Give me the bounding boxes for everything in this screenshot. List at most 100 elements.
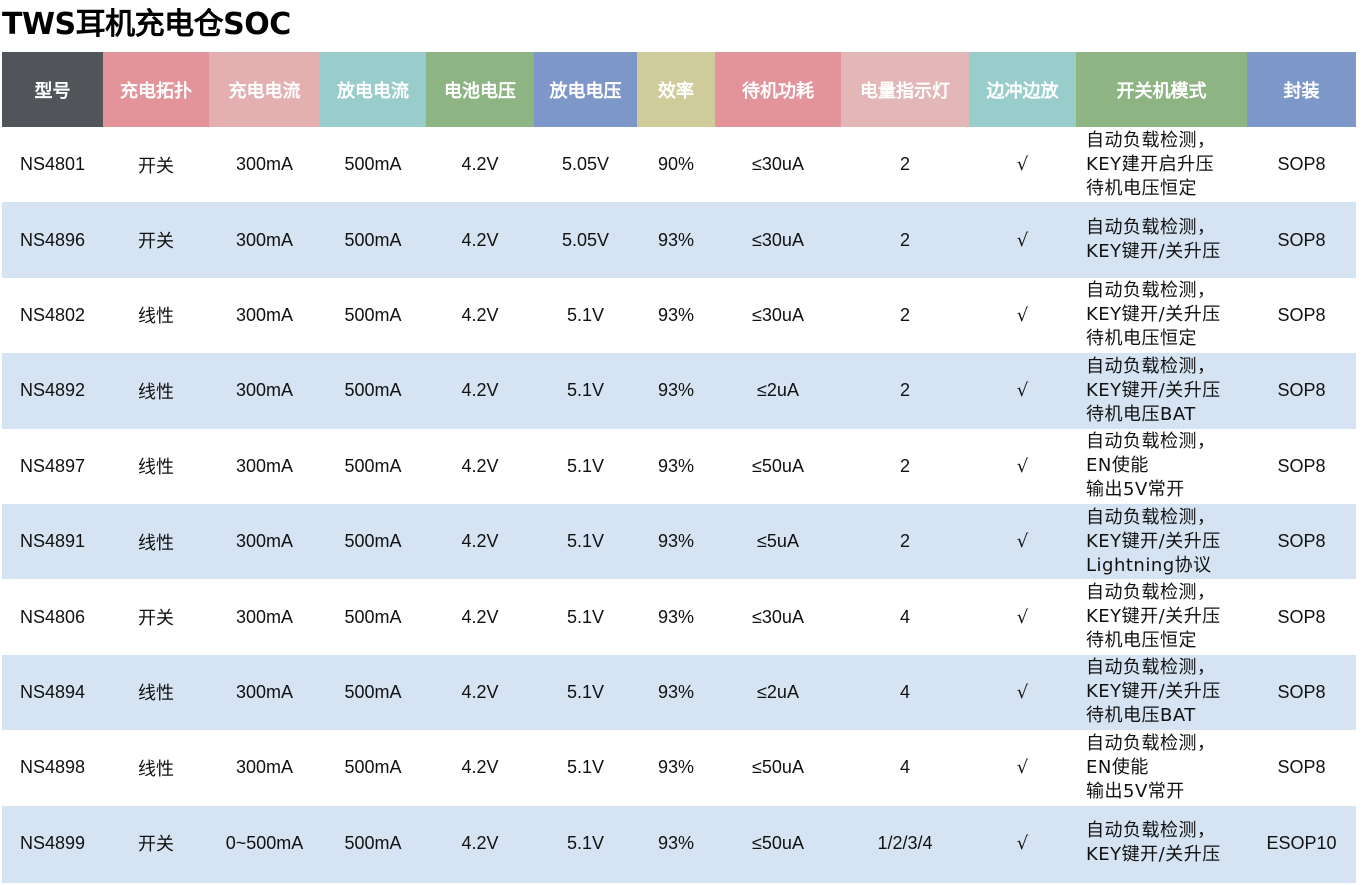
- cell-efficiency: 93%: [637, 730, 715, 806]
- cell-discharge-current: 500mA: [320, 428, 426, 504]
- cell-discharge-current: 500mA: [320, 277, 426, 354]
- cell-discharge-current: 500mA: [320, 730, 426, 806]
- cell-efficiency: 93%: [637, 353, 715, 429]
- mode-line: 自动负载检测，: [1086, 355, 1216, 377]
- mode-line: KEY键开/关升压: [1086, 681, 1221, 703]
- cell-efficiency: 93%: [637, 579, 715, 655]
- cell-battery-voltage: 4.2V: [426, 353, 534, 429]
- cell-standby: ≤30uA: [715, 277, 841, 354]
- cell-charge-current: 300mA: [209, 353, 320, 429]
- cell-model: NS4897: [2, 428, 103, 504]
- cell-charge-current: 300mA: [209, 428, 320, 504]
- cell-efficiency: 93%: [637, 428, 715, 504]
- mode-line: Lightning协议: [1086, 554, 1212, 576]
- page-title: TWS耳机充电仓SOC: [2, 7, 291, 42]
- column-header: 型号: [2, 52, 103, 127]
- cell-mode: 自动负载检测， KEY键开/关升压 待机电压BAT: [1076, 353, 1247, 429]
- cell-indicator: 4: [841, 730, 969, 806]
- cell-package: SOP8: [1247, 127, 1356, 203]
- cell-battery-voltage: 4.2V: [426, 277, 534, 354]
- cell-topology: 线性: [103, 654, 209, 731]
- column-header: 充电拓扑: [103, 52, 209, 127]
- cell-indicator: 2: [841, 277, 969, 354]
- cell-standby: ≤30uA: [715, 202, 841, 278]
- cell-charge-discharge: √: [969, 428, 1076, 504]
- cell-discharge-current: 500mA: [320, 503, 426, 580]
- column-header: 放电电压: [534, 52, 637, 127]
- mode-line: 自动负载检测，: [1086, 129, 1216, 151]
- cell-charge-discharge: √: [969, 730, 1076, 806]
- column-header: 充电电流: [209, 52, 320, 127]
- cell-package: SOP8: [1247, 277, 1356, 354]
- cell-model: NS4894: [2, 654, 103, 731]
- mode-line: KEY键开/关升压: [1086, 241, 1221, 263]
- cell-discharge-current: 500mA: [320, 353, 426, 429]
- cell-battery-voltage: 4.2V: [426, 503, 534, 580]
- cell-charge-current: 300mA: [209, 127, 320, 203]
- mode-line: 自动负载检测，: [1086, 431, 1216, 453]
- cell-package: SOP8: [1247, 654, 1356, 731]
- cell-efficiency: 93%: [637, 503, 715, 580]
- cell-indicator: 1/2/3/4: [841, 805, 969, 881]
- cell-model: NS4896: [2, 202, 103, 278]
- mode-line: 自动负载检测，: [1086, 732, 1216, 754]
- mode-line: KEY键开/关升压: [1086, 606, 1221, 628]
- cell-mode: 自动负载检测， KEY键开/关升压: [1076, 805, 1247, 881]
- cell-mode: 自动负载检测， KEY键开/关升压 Lightning协议: [1076, 503, 1247, 580]
- cell-topology: 开关: [103, 127, 209, 203]
- column-header: 封装: [1247, 52, 1356, 127]
- cell-topology: 开关: [103, 202, 209, 278]
- cell-mode: 自动负载检测， KEY键开/关升压 待机电压恒定: [1076, 579, 1247, 655]
- table-row: NS4802 线性 300mA 500mA 4.2V 5.1V 93% ≤30uA 2 √ 自动负载…: [2, 277, 1356, 354]
- cell-discharge-voltage: 5.1V: [534, 428, 637, 504]
- mode-line: 输出5V常开: [1086, 479, 1185, 501]
- cell-charge-current: 300mA: [209, 579, 320, 655]
- cell-charge-discharge: √: [969, 277, 1076, 354]
- mode-line: EN使能: [1086, 455, 1149, 477]
- cell-discharge-current: 500mA: [320, 805, 426, 881]
- cell-standby: ≤2uA: [715, 654, 841, 731]
- cell-discharge-voltage: 5.1V: [534, 579, 637, 655]
- column-header: 电量指示灯: [841, 52, 969, 127]
- cell-efficiency: 93%: [637, 654, 715, 731]
- cell-mode: 自动负载检测， KEY键开/关升压 待机电压BAT: [1076, 654, 1247, 731]
- cell-package: SOP8: [1247, 579, 1356, 655]
- cell-discharge-current: 500mA: [320, 127, 426, 203]
- cell-charge-discharge: √: [969, 654, 1076, 731]
- cell-battery-voltage: 4.2V: [426, 428, 534, 504]
- table-row: NS4898 线性 300mA 500mA 4.2V 5.1V 93% ≤50uA 4 √ 自动负载…: [2, 730, 1356, 806]
- cell-topology: 开关: [103, 805, 209, 881]
- table-body: NS4801 开关 300mA 500mA 4.2V 5.05V 90% ≤30uA 2 √ 自动负…: [2, 127, 1356, 881]
- mode-line: 待机电压BAT: [1086, 403, 1196, 425]
- cell-battery-voltage: 4.2V: [426, 202, 534, 278]
- cell-indicator: 2: [841, 127, 969, 203]
- cell-package: ESOP10: [1247, 805, 1356, 881]
- cell-discharge-current: 500mA: [320, 202, 426, 278]
- cell-charge-discharge: √: [969, 353, 1076, 429]
- cell-standby: ≤50uA: [715, 428, 841, 504]
- cell-charge-current: 300mA: [209, 503, 320, 580]
- cell-discharge-voltage: 5.1V: [534, 353, 637, 429]
- cell-topology: 线性: [103, 730, 209, 806]
- cell-discharge-voltage: 5.05V: [534, 202, 637, 278]
- cell-indicator: 2: [841, 428, 969, 504]
- cell-model: NS4892: [2, 353, 103, 429]
- cell-charge-discharge: √: [969, 202, 1076, 278]
- cell-discharge-voltage: 5.1V: [534, 277, 637, 354]
- cell-standby: ≤50uA: [715, 805, 841, 881]
- cell-efficiency: 90%: [637, 127, 715, 203]
- product-table: 型号 充电拓扑 充电电流 放电电流 电池电压 放电电压 效率 待机功耗 电量指示灯 边冲边放 开关机…: [2, 52, 1356, 881]
- cell-indicator: 2: [841, 353, 969, 429]
- cell-discharge-current: 500mA: [320, 579, 426, 655]
- mode-line: 待机电压恒定: [1086, 177, 1197, 199]
- cell-topology: 线性: [103, 353, 209, 429]
- cell-indicator: 2: [841, 503, 969, 580]
- cell-discharge-voltage: 5.1V: [534, 730, 637, 806]
- cell-battery-voltage: 4.2V: [426, 127, 534, 203]
- cell-standby: ≤2uA: [715, 353, 841, 429]
- cell-indicator: 4: [841, 579, 969, 655]
- cell-model: NS4898: [2, 730, 103, 806]
- cell-indicator: 2: [841, 202, 969, 278]
- mode-line: 自动负载检测，: [1086, 280, 1216, 302]
- cell-model: NS4801: [2, 127, 103, 203]
